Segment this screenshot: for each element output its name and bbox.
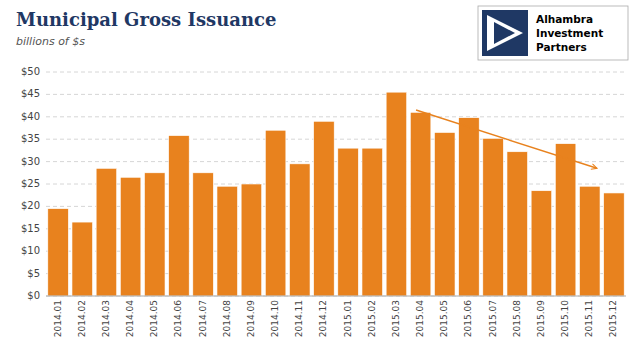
grid-line (46, 296, 626, 297)
y-tick-label: $40 (21, 111, 40, 122)
bar (434, 132, 455, 296)
bar (169, 136, 190, 296)
bar (265, 130, 286, 296)
x-axis-line (46, 296, 626, 297)
grid-line (46, 116, 626, 117)
grid-line (46, 72, 626, 73)
bar (289, 164, 310, 296)
x-tick-label: 2014.01 (53, 300, 63, 337)
x-tick-label: 2015.07 (488, 300, 498, 337)
bar (241, 184, 262, 296)
y-tick-label: $25 (21, 178, 40, 189)
bar (314, 121, 335, 296)
x-tick-label: 2015.06 (463, 300, 473, 337)
x-tick-label: 2015.04 (415, 300, 425, 337)
logo-chevron (487, 15, 523, 51)
y-tick-label: $0 (27, 290, 40, 301)
logo-text: Investment (536, 27, 603, 39)
bar (72, 222, 93, 296)
x-tick-label: 2015.05 (439, 300, 449, 337)
bar (579, 186, 600, 296)
x-tick-label: 2014.04 (125, 300, 135, 337)
grid (46, 72, 626, 296)
bar (217, 186, 238, 296)
bar (144, 173, 165, 296)
x-tick-label: 2014.02 (77, 300, 87, 337)
x-tick-label: 2014.11 (294, 300, 304, 337)
x-tick-label: 2014.06 (173, 300, 183, 337)
bar (555, 144, 576, 296)
bar (604, 193, 625, 296)
x-tick-label: 2015.08 (512, 300, 522, 337)
x-tick-label: 2014.10 (270, 300, 280, 337)
x-tick-label: 2014.07 (198, 300, 208, 337)
x-tick-label: 2014.03 (101, 300, 111, 337)
y-axis: $0 $5 $10 $15 $20 $25 $30 $35 $40 $45 $50 (21, 66, 40, 301)
logo-text: Partners (536, 41, 587, 53)
x-tick-label: 2014.12 (318, 300, 328, 337)
bars (48, 92, 624, 296)
y-tick-label: $10 (21, 245, 40, 256)
chart: Municipal Gross Issuance billions of $s Al… (0, 0, 641, 358)
grid-line (46, 139, 626, 140)
bar (338, 148, 359, 296)
x-tick-label: 2015.02 (367, 300, 377, 337)
logo-mark (482, 10, 528, 56)
bar (386, 92, 407, 296)
logo-box (478, 6, 628, 60)
bar (120, 177, 141, 296)
grid-line (46, 94, 626, 95)
logo: Alhambra Investment Partners (478, 6, 628, 60)
bar (362, 148, 383, 296)
bar (193, 173, 214, 296)
logo-text: Alhambra (536, 13, 593, 25)
bar (483, 138, 504, 296)
x-tick-label: 2015.03 (391, 300, 401, 337)
y-tick-label: $5 (27, 268, 40, 279)
grid-line (46, 161, 626, 162)
logo-chevron-cut (494, 22, 515, 44)
x-tick-label: 2015.09 (536, 300, 546, 337)
bar (96, 168, 117, 296)
x-tick-label: 2015.11 (584, 300, 594, 337)
x-tick-label: 2014.09 (246, 300, 256, 337)
x-axis: 2014.01 2014.02 2014.03 2014.04 2014.05 2014.… (53, 300, 619, 337)
x-tick-label: 2015.10 (560, 300, 570, 337)
x-tick-label: 2015.01 (343, 300, 353, 337)
x-tick-label: 2014.05 (149, 300, 159, 337)
x-tick-label: 2014.08 (222, 300, 232, 337)
y-tick-label: $45 (21, 88, 40, 99)
y-tick-label: $30 (21, 156, 40, 167)
y-tick-label: $15 (21, 223, 40, 234)
x-tick-label: 2015.12 (608, 300, 618, 337)
bar (48, 209, 69, 296)
bar (531, 191, 552, 296)
y-tick-label: $50 (21, 66, 40, 77)
bar (507, 152, 528, 296)
y-tick-label: $35 (21, 133, 40, 144)
arrow (416, 110, 597, 168)
bar (459, 118, 480, 296)
subtitle: billions of $s (16, 35, 85, 48)
title: Municipal Gross Issuance (16, 9, 276, 30)
bar (410, 112, 431, 296)
y-tick-label: $20 (21, 200, 40, 211)
